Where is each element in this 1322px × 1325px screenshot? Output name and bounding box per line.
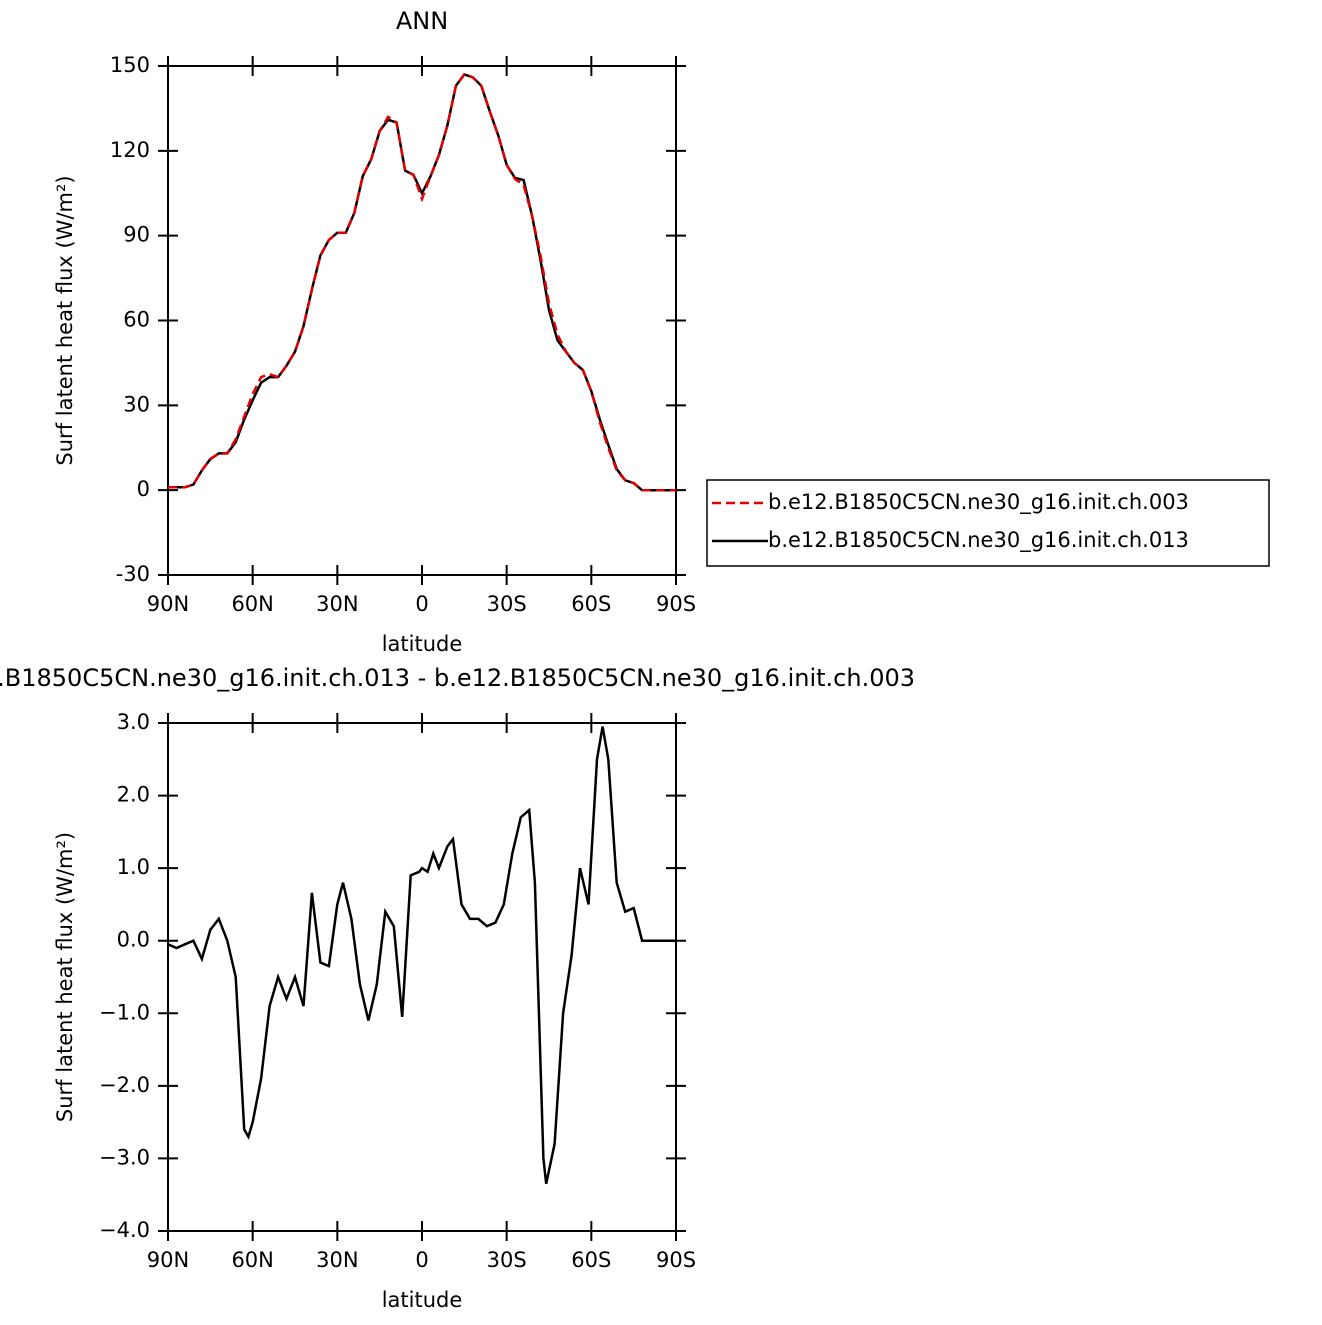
legend-label: b.e12.B1850C5CN.ne30_g16.init.ch.003 — [768, 490, 1189, 515]
x-tick-label: 90S — [656, 1248, 696, 1272]
x-tick-label: 90N — [147, 1248, 189, 1272]
legend-label: b.e12.B1850C5CN.ne30_g16.init.ch.013 — [768, 528, 1189, 553]
data-line — [168, 73, 676, 492]
x-tick-label: 60S — [571, 592, 611, 616]
y-tick-label: 30 — [123, 392, 150, 416]
x-axis-label: latitude — [382, 1288, 463, 1312]
legend-box — [706, 479, 1270, 567]
y-axis-label: Surf latent heat flux (W/m²) — [53, 832, 77, 1122]
x-tick-label: 30S — [487, 592, 527, 616]
y-tick-label: 2.0 — [117, 783, 150, 807]
y-tick-label: 150 — [110, 53, 150, 77]
y-tick-label: -30 — [116, 562, 150, 586]
y-tick-label: 3.0 — [117, 710, 150, 734]
chart-title: b.e12.B1850C5CN.ne30_g16.init.ch.013 - b… — [0, 664, 915, 692]
y-tick-label: 1.0 — [117, 855, 150, 879]
y-tick-label: −4.0 — [99, 1218, 150, 1242]
y-tick-label: −3.0 — [99, 1145, 150, 1169]
x-tick-label: 30N — [316, 592, 358, 616]
y-axis-label: Surf latent heat flux (W/m²) — [53, 175, 77, 465]
y-tick-label: 60 — [123, 308, 150, 332]
y-tick-label: 120 — [110, 138, 150, 162]
plot-frame — [167, 722, 677, 1232]
x-tick-label: 60N — [231, 1248, 273, 1272]
x-tick-label: 0 — [415, 592, 428, 616]
plot-frame — [167, 65, 677, 576]
x-tick-label: 90S — [656, 592, 696, 616]
y-tick-label: −2.0 — [99, 1073, 150, 1097]
x-tick-label: 60S — [571, 1248, 611, 1272]
x-tick-label: 30N — [316, 1248, 358, 1272]
x-tick-label: 90N — [147, 592, 189, 616]
y-tick-label: 90 — [123, 223, 150, 247]
x-tick-label: 60N — [231, 592, 273, 616]
chart-title: ANN — [396, 7, 448, 35]
y-tick-label: −1.0 — [99, 1000, 150, 1024]
x-axis-label: latitude — [382, 632, 463, 656]
data-line — [167, 726, 676, 1185]
x-tick-label: 30S — [487, 1248, 527, 1272]
data-line — [168, 73, 676, 492]
y-tick-label: 0 — [137, 477, 150, 501]
x-tick-label: 0 — [415, 1248, 428, 1272]
y-tick-label: 0.0 — [117, 928, 150, 952]
